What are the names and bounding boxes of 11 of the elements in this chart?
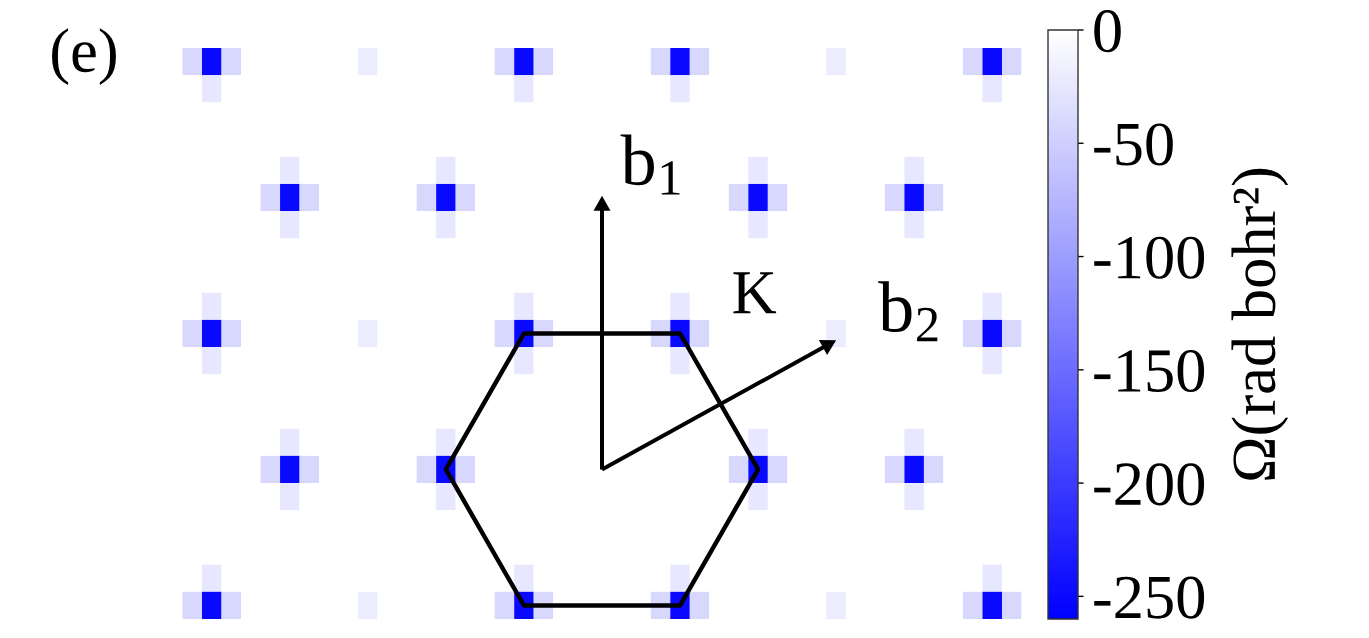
annotation: b$_{1}$ bbox=[620, 134, 680, 195]
color-bar-label: -50 bbox=[1094, 123, 1173, 166]
color-bar-title: Ω(rad bohr²) bbox=[1231, 168, 1289, 480]
color-bar-label: 0 bbox=[1094, 10, 1121, 53]
annotation: K bbox=[733, 272, 777, 314]
color-bar-label: -200 bbox=[1094, 463, 1205, 506]
color-bar-label: -100 bbox=[1094, 236, 1205, 279]
chart-title: (e) bbox=[52, 28, 116, 85]
color-bar-label: -150 bbox=[1094, 349, 1205, 393]
annotation: b$_{2}$ bbox=[878, 281, 938, 342]
color-bar-label: -250 bbox=[1094, 576, 1205, 619]
